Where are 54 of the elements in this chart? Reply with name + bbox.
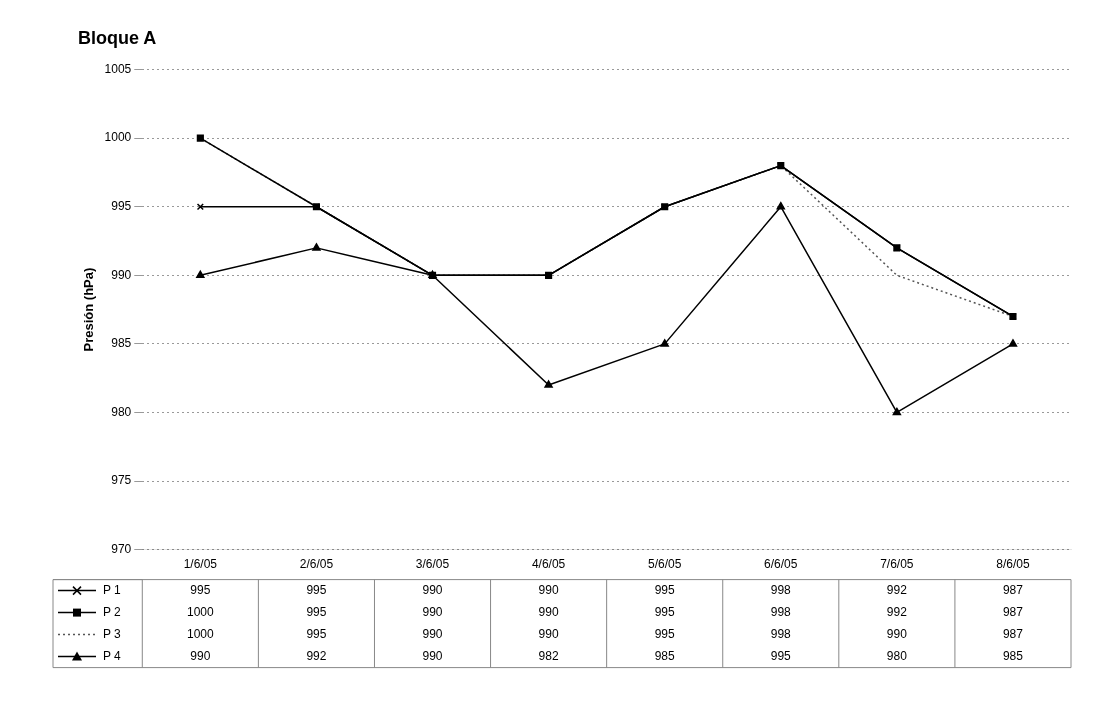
data-label: 995 [770,648,792,663]
data-label: 987 [1002,582,1024,597]
data-label: 998 [770,626,792,641]
data-label: 990 [190,648,211,663]
data-label: 1000 [186,626,215,641]
y-axis-title: Presión (hPa) [81,267,97,352]
data-label: 990 [538,626,559,641]
y-tick-label: 985 [111,336,132,351]
x-tick-label: 4/6/05 [531,557,566,572]
x-tick-label: 6/6/05 [764,557,798,572]
data-label: 990 [538,582,559,597]
data-label: 990 [422,648,443,663]
data-label: 985 [1002,648,1024,663]
x-tick-label: 8/6/05 [996,557,1030,572]
y-tick-label: 1000 [104,130,132,145]
legend-label: P 1 [103,582,122,597]
data-label: 980 [886,648,908,663]
chart-title: Bloque A [78,27,157,48]
data-label: 992 [886,604,908,619]
data-label: 998 [770,582,792,597]
x-tick-label: 3/6/05 [415,557,450,572]
data-label: 1000 [186,604,215,619]
y-tick-label: 980 [111,404,132,419]
data-label: 990 [886,626,908,641]
legend-label: P 2 [103,604,122,619]
data-label: 990 [538,604,559,619]
data-label: 985 [654,648,676,663]
x-tick-label: 2/6/05 [299,557,334,572]
data-label: 995 [654,604,676,619]
legend-label: P 3 [103,626,122,641]
data-label: 987 [1002,626,1024,641]
data-label: 995 [654,626,676,641]
y-tick-label: 975 [111,473,132,488]
data-label: 990 [422,582,443,597]
y-tick-label: 1005 [104,61,132,76]
data-label: 995 [190,582,211,597]
data-label: 982 [538,648,559,663]
data-label: 995 [306,626,327,641]
y-tick-label: 990 [111,267,132,282]
data-label: 990 [422,604,443,619]
data-label: 992 [306,648,327,663]
x-tick-label: 1/6/05 [183,557,218,572]
legend-label: P 4 [103,648,122,663]
y-tick-label: 995 [111,199,132,214]
data-label: 987 [1002,604,1024,619]
data-label: 995 [654,582,676,597]
data-label: 995 [306,604,327,619]
data-label: 992 [886,582,908,597]
y-tick-label: 970 [111,541,132,556]
data-label: 998 [770,604,792,619]
data-label: 990 [422,626,443,641]
x-tick-label: 7/6/05 [880,557,914,572]
data-label: 995 [306,582,327,597]
x-tick-label: 5/6/05 [648,557,682,572]
